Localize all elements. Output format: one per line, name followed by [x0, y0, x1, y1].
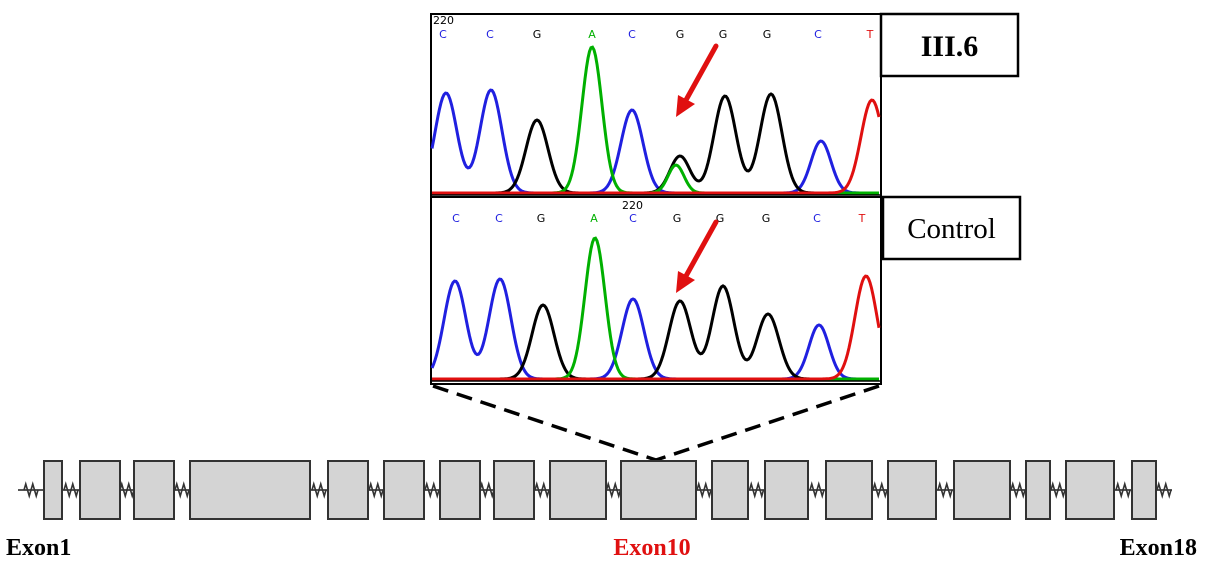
intron-squiggle — [748, 481, 765, 499]
trace-C — [430, 88, 879, 195]
base-call-9: C — [814, 28, 822, 41]
sample-label-box-mutant: III.6 — [879, 12, 1020, 78]
base-call-8: G — [762, 212, 771, 225]
arrow-icon — [676, 43, 719, 117]
zoom-connector-left — [432, 384, 657, 462]
intron-squiggle — [1010, 481, 1026, 499]
base-call-9: C — [813, 212, 821, 225]
intron-squiggle — [119, 481, 135, 499]
intron-squiggle — [1050, 481, 1066, 499]
base-call-7: G — [719, 28, 728, 41]
chromatogram-panel-mutant: 220 C C G A C G G G C T — [430, 14, 881, 196]
intron-squiggle — [872, 481, 888, 499]
sample-label-box-control: Control — [881, 195, 1022, 261]
exon-label-highlighted: Exon10 — [613, 535, 690, 561]
arrow-icon — [676, 219, 719, 293]
sample-label-control: Control — [907, 213, 996, 245]
exon-box-17 — [1065, 460, 1115, 520]
chromatogram-frame — [430, 13, 882, 385]
sample-label-mutant: III.6 — [921, 30, 979, 63]
intron-squiggle — [937, 481, 953, 499]
base-call-2: C — [486, 28, 494, 41]
base-call-10: T — [866, 28, 874, 41]
traces-bottom — [430, 236, 881, 381]
base-call-5: C — [628, 28, 636, 41]
exon-box-5 — [327, 460, 369, 520]
base-call-7: G — [716, 212, 725, 225]
exon-box-13 — [825, 460, 873, 520]
intron-squiggle — [479, 481, 495, 499]
base-call-4: A — [588, 28, 596, 41]
position-label-top: 220 — [433, 14, 454, 27]
position-label-bottom: 220 — [622, 199, 643, 212]
exon-box-2 — [79, 460, 121, 520]
intron-squiggle — [1115, 481, 1131, 499]
intron-squiggle — [23, 481, 39, 499]
exon-box-16 — [1025, 460, 1051, 520]
intron-squiggle — [174, 481, 190, 499]
gene-model — [18, 460, 1172, 520]
exon-box-12 — [764, 460, 809, 520]
exon-box-15 — [953, 460, 1011, 520]
intron-squiggle — [809, 481, 825, 499]
base-call-8: G — [763, 28, 772, 41]
chromatogram-panel-control: 220 C C G A C G G G C T — [430, 199, 881, 382]
exon-box-8 — [493, 460, 535, 520]
exon-box-18 — [1131, 460, 1157, 520]
exon-box-11 — [711, 460, 749, 520]
intron-squiggle — [605, 481, 622, 499]
exon-box-3 — [133, 460, 175, 520]
base-call-6: G — [676, 28, 685, 41]
base-call-1: C — [439, 28, 447, 41]
intron-squiggle — [63, 481, 79, 499]
base-call-1: C — [452, 212, 460, 225]
base-call-3: G — [537, 212, 546, 225]
intron-squiggle — [1156, 481, 1172, 499]
base-call-3: G — [533, 28, 542, 41]
intron-squiggle — [696, 481, 712, 499]
base-call-5: C — [629, 212, 637, 225]
exon-box-1 — [43, 460, 63, 520]
zoom-connector-right — [655, 384, 880, 462]
exon-label-first: Exon1 — [6, 535, 71, 561]
traces-top — [430, 45, 881, 195]
base-call-2: C — [495, 212, 503, 225]
intron-squiggle — [368, 481, 384, 499]
trace-T — [432, 98, 881, 195]
trace-C — [430, 277, 879, 381]
intron-squiggle — [424, 481, 440, 499]
intron-squiggle — [311, 481, 327, 499]
exon-box-10 — [620, 460, 697, 520]
exon-box-6 — [383, 460, 425, 520]
trace-T — [432, 274, 881, 381]
exon-box-9 — [549, 460, 607, 520]
intron-squiggle — [534, 481, 550, 499]
base-call-4: A — [590, 212, 598, 225]
exon-box-7 — [439, 460, 481, 520]
exon-label-last: Exon18 — [1120, 535, 1197, 561]
base-call-6: G — [673, 212, 682, 225]
exon-box-4 — [189, 460, 311, 520]
base-call-10: T — [858, 212, 866, 225]
exon-box-14 — [887, 460, 937, 520]
